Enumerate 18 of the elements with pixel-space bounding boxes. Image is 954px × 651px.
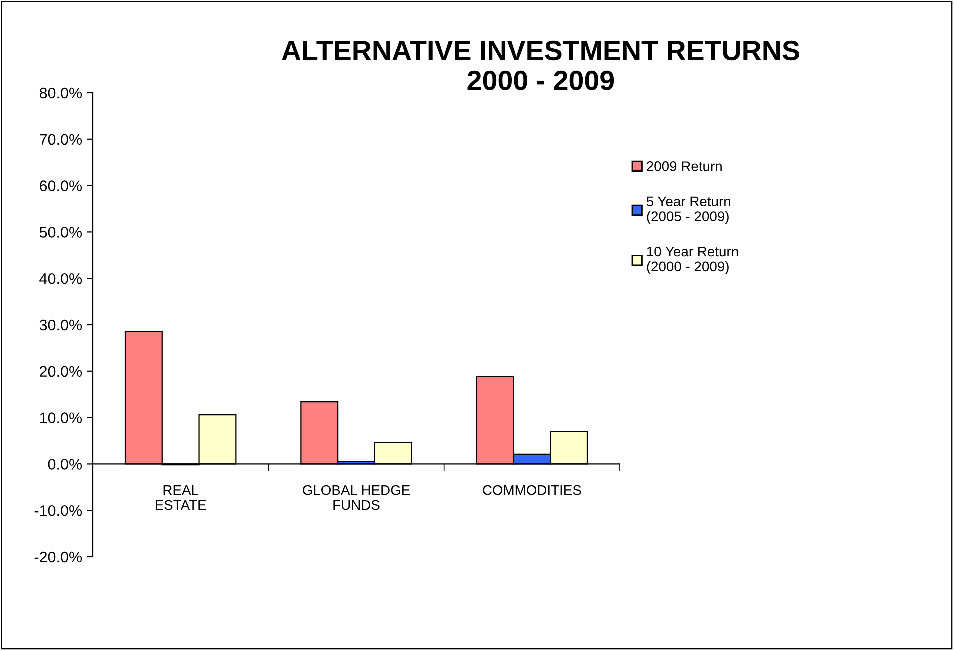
x-tick-label: GLOBAL HEDGE FUNDS [303, 485, 410, 510]
y-tick-label: 30.0% [40, 320, 82, 331]
y-tick-label: -20.0% [34, 552, 82, 563]
chart-title: ALTERNATIVE INVESTMENT RETURNS 2000 - 2009 [282, 40, 800, 90]
legend-label: 5 Year Return (2005 - 2009) [646, 196, 730, 224]
y-tick-label: 0.0% [48, 459, 82, 470]
y-tick-label: 20.0% [40, 366, 82, 378]
y-tick-label: 50.0% [40, 227, 82, 238]
x-tick-label: REAL ESTATE [156, 486, 206, 510]
y-tick-label: 80.0% [40, 88, 82, 99]
legend-label: 2009 Return [647, 162, 722, 172]
y-tick-label: 60.0% [40, 180, 82, 192]
y-tick-label: 40.0% [40, 273, 82, 284]
y-tick-label: -10.0% [34, 505, 82, 516]
legend-label: 10 Year Return (2000 - 2009) [647, 246, 738, 274]
x-tick-label: COMMODITIES [483, 485, 582, 496]
y-tick-label: 70.0% [40, 134, 82, 146]
y-tick-label: 10.0% [40, 412, 82, 424]
